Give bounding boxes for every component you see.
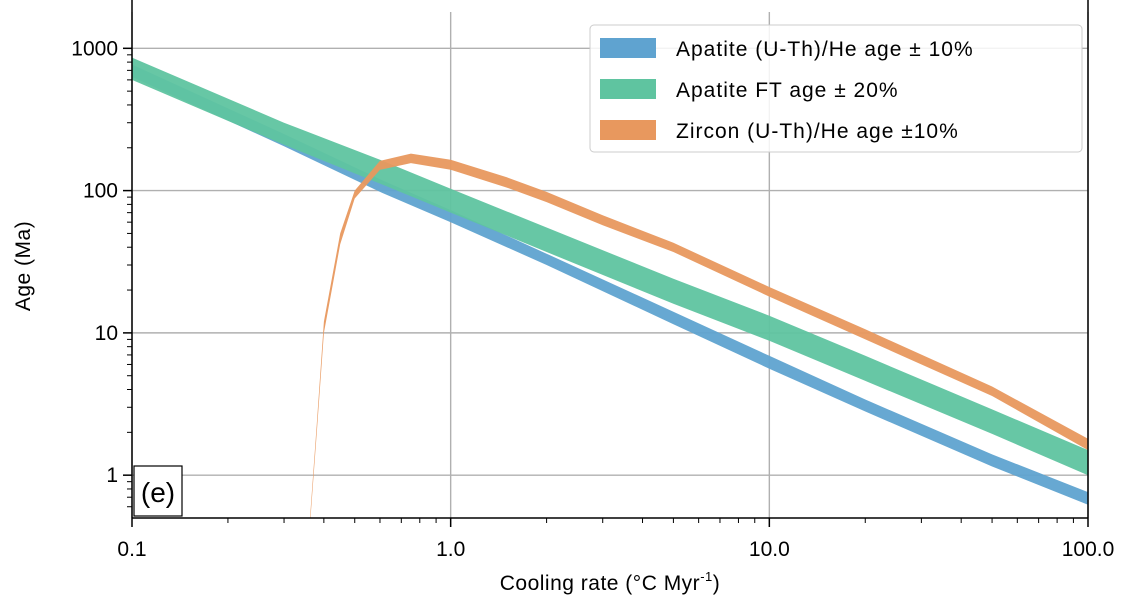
y-axis-title: Age (Ma) [12,221,35,311]
legend-swatch-2 [600,120,656,140]
x-tick-label: 1.0 [436,538,465,561]
x-tick-label: 10.0 [749,538,790,561]
legend-label-0: Apatite (U-Th)/He age ± 10% [676,38,974,61]
y-tick-label: 1 [106,464,118,487]
x-tick-label: 0.1 [117,538,146,561]
y-tick-label: 10 [95,322,118,345]
legend: Apatite (U-Th)/He age ± 10% Apatite FT ag… [589,24,1083,153]
legend-swatch-1 [600,79,656,99]
legend-label-1: Apatite FT age ± 20% [676,79,899,102]
axes [123,0,1089,527]
legend-swatch-0 [600,38,656,58]
y-tick-labels: 1 10 100 1000 [71,37,118,487]
legend-label-2: Zircon (U-Th)/He age ±10% [676,120,959,143]
y-tick-label: 100 [83,180,118,203]
series-band-0 [132,64,1088,505]
x-tick-labels: 0.1 1.0 10.0 100.0 [117,538,1114,561]
y-tick-label: 1000 [71,37,118,60]
series-band-1 [132,57,1088,476]
x-tick-label: 100.0 [1062,538,1115,561]
x-axis-title: Cooling rate (°C Myr-1) [500,569,721,595]
legend-frame [589,24,1083,153]
panel-label-box: (e) [133,465,183,517]
panel-label: (e) [141,477,175,508]
series-bands [132,57,1088,518]
